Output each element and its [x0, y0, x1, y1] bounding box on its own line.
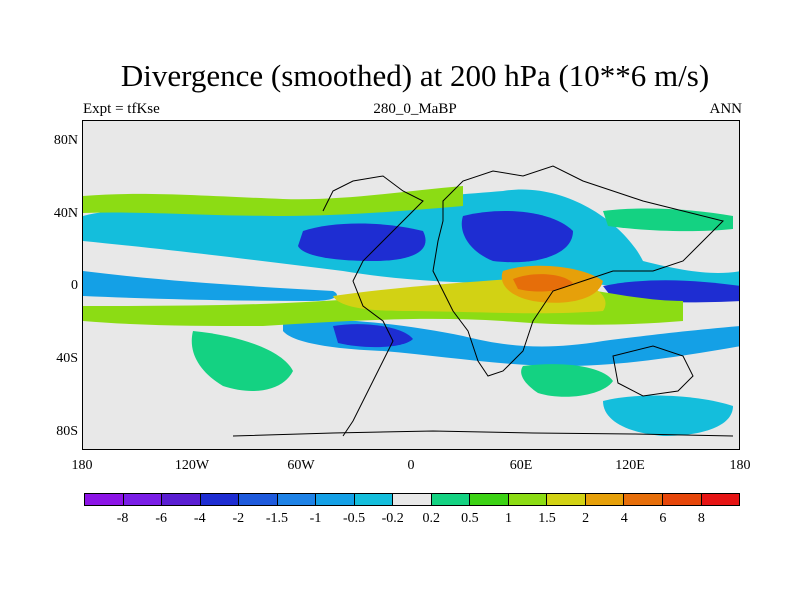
colorbar-label: -4 — [193, 511, 206, 526]
colorbar-label: 1 — [504, 511, 512, 526]
continent-outline-antarctica — [232, 430, 734, 437]
y-tick-40n: 40N — [53, 206, 78, 221]
x-tick-0: 0 — [407, 458, 415, 473]
colorbar-cell-8 — [393, 494, 432, 505]
colorbar-label: 8 — [697, 511, 705, 526]
x-tick-60w: 60W — [287, 458, 315, 473]
colorbar-cell-7 — [354, 494, 394, 505]
colorbar-cell-3 — [200, 494, 240, 505]
colorbar-label: -0.2 — [381, 511, 404, 526]
contour-green-band-north — [83, 186, 463, 216]
experiment-label: Expt = tfKse — [83, 101, 160, 117]
x-tick-60e: 60E — [509, 458, 533, 473]
colorbar-label: -8 — [116, 511, 129, 526]
colorbar-cell-1 — [123, 494, 163, 505]
colorbar-label: -6 — [155, 511, 167, 526]
colorbar-cell-13 — [585, 494, 625, 505]
x-tick-120w: 120W — [174, 458, 210, 473]
colorbar-cell-4 — [239, 494, 278, 505]
contour-green-south-ocean — [521, 364, 613, 397]
continent-outline-australia — [612, 345, 694, 397]
colorbar-label: 4 — [620, 511, 628, 526]
contour-red-core — [513, 274, 573, 292]
colorbar-label: -2 — [232, 511, 245, 526]
colorbar-label: 1.5 — [538, 511, 556, 526]
colorbar-cell-11 — [508, 494, 548, 505]
colorbar-cell-5 — [277, 494, 317, 505]
contour-green-north-east — [603, 208, 733, 232]
colorbar-label: 2 — [582, 511, 590, 526]
colorbar-cell-9 — [431, 494, 471, 505]
contour-map — [83, 165, 739, 437]
colorbar-label: 0.2 — [422, 511, 441, 526]
y-tick-80s: 80S — [56, 424, 78, 439]
case-label: 280_0_MaBP — [373, 101, 457, 117]
contour-green-south-pacific — [191, 331, 293, 391]
colorbar-label: -0.5 — [343, 511, 366, 526]
y-tick-0: 0 — [71, 278, 78, 293]
colorbar-cell-6 — [316, 494, 355, 505]
colorbar-cell-2 — [162, 494, 201, 505]
colorbar-cell-15 — [662, 494, 702, 505]
map-plot-area — [82, 120, 740, 450]
colorbar-cell-12 — [547, 494, 586, 505]
colorbar-label: -1 — [309, 511, 322, 526]
colorbar-cell-10 — [470, 494, 509, 505]
continent-outline-americas — [322, 175, 424, 437]
colorbar-label: 0.5 — [461, 511, 479, 526]
colorbar-cell-16 — [701, 494, 740, 505]
y-tick-40s: 40S — [56, 351, 78, 366]
colorbar-cell-14 — [624, 494, 663, 505]
contour-blue-far-south — [603, 395, 733, 436]
chart-title: Divergence (smoothed) at 200 hPa (10**6 … — [120, 58, 710, 93]
contour-dark-blue-core-1 — [298, 223, 426, 261]
y-tick-80n: 80N — [53, 133, 78, 148]
colorbar-label: 6 — [659, 511, 667, 526]
x-tick-120e: 120E — [615, 458, 645, 473]
contour-blue-band-equator — [83, 271, 337, 301]
contour-blue-east-pacific — [603, 280, 739, 303]
colorbar — [84, 493, 740, 506]
x-tick-180w: 180 — [71, 458, 93, 473]
season-label: ANN — [709, 101, 743, 117]
continent-outline-eurasia-africa — [432, 165, 724, 377]
x-tick-180e: 180 — [729, 458, 751, 473]
colorbar-label: -1.5 — [265, 511, 289, 526]
colorbar-cell-0 — [85, 494, 124, 505]
contour-dark-blue-core-2 — [461, 211, 573, 263]
